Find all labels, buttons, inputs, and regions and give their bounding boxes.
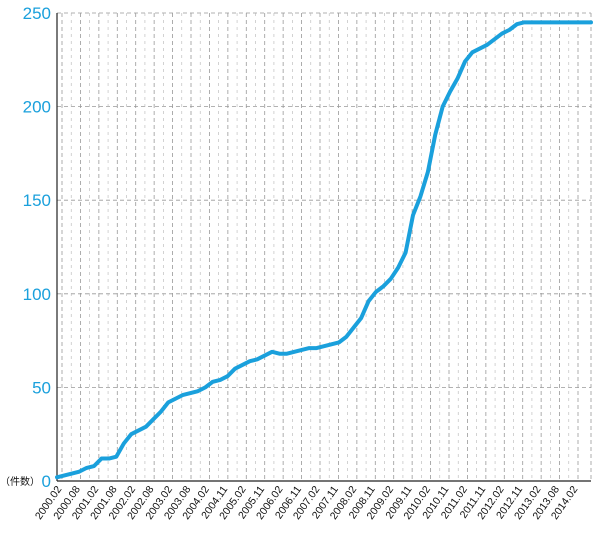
- y-tick-label: 250: [23, 4, 51, 23]
- y-tick-label: 100: [23, 285, 51, 304]
- y-tick-label: 200: [23, 98, 51, 117]
- unit-label: （件数）: [0, 475, 40, 488]
- axes: [56, 13, 591, 482]
- series-line: [55, 20, 593, 480]
- x-tick-labels: 2000.022000.082001.022001.082002.022002.…: [33, 484, 581, 522]
- y-tick-label: 0: [42, 472, 51, 491]
- grid-lines: [57, 12, 592, 481]
- y-tick-label: 150: [23, 191, 51, 210]
- series-group: [55, 20, 593, 480]
- y-tick-label: 50: [32, 378, 51, 397]
- y-tick-labels: 0 50 100 150 200 250: [23, 4, 51, 491]
